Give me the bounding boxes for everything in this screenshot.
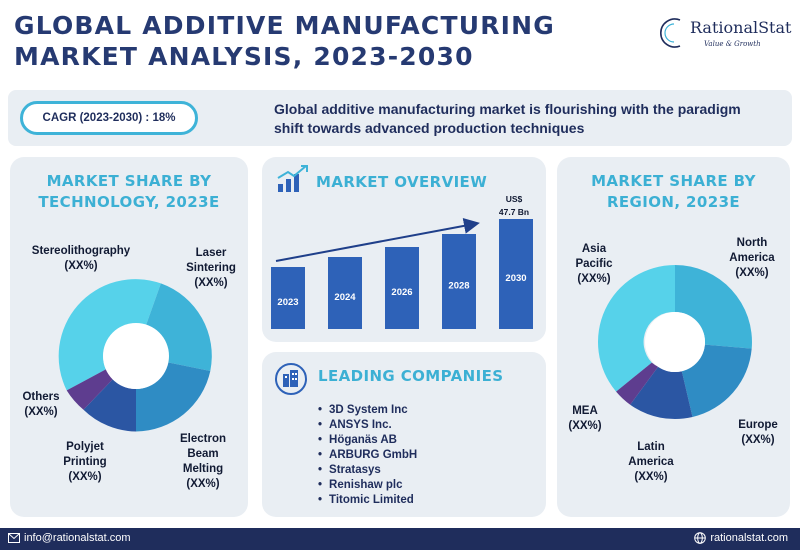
bar-2028 <box>442 234 476 329</box>
summary-statement: Global additive manufacturing market is … <box>274 101 741 136</box>
donut-slice-latin-america <box>630 366 693 420</box>
bar-year-label: 2026 <box>391 287 412 298</box>
label-name: Others <box>22 391 60 403</box>
value-label-prefix: US$ <box>506 194 523 204</box>
companies-panel <box>262 352 546 517</box>
list-item: • Renishaw plc <box>318 479 403 491</box>
label-name: Europe <box>738 419 778 431</box>
footer-email: info@rationalstat.com <box>24 532 131 544</box>
bar-2023 <box>271 267 305 329</box>
donut-slice-mea <box>616 362 659 405</box>
label-name: Latin America <box>628 441 674 468</box>
overview-heading: MARKET OVERVIEW <box>316 173 488 191</box>
cagr-badge: CAGR (2023-2030) : 18% <box>20 101 198 135</box>
list-item: • ANSYS Inc. <box>318 419 392 431</box>
label-name: Stereolithography <box>31 245 131 257</box>
technology-label-electron-beam-melting: Electron Beam Melting (XX%) <box>172 432 234 492</box>
donut-slice-europe <box>681 344 752 417</box>
label-value: (XX%) <box>64 260 98 272</box>
label-value: (XX%) <box>735 267 769 279</box>
list-item: • Titomic Limited <box>318 494 414 506</box>
title-line-1: GLOBAL ADDITIVE MANUFACTURING <box>14 11 555 40</box>
donut-slice-laser-sintering <box>146 283 212 371</box>
donut-slice-polyjet-printing <box>83 379 136 432</box>
donut-slice-others <box>66 369 113 410</box>
growth-arrow <box>275 217 480 262</box>
label-value: (XX%) <box>186 478 220 490</box>
list-item: • Stratasys <box>318 464 381 476</box>
footer-bar: info@rationalstat.com rationalstat.com <box>0 528 800 550</box>
bar-2024 <box>328 257 362 329</box>
footer-email-link[interactable]: info@rationalstat.com <box>8 532 131 544</box>
list-item: • ARBURG GmbH <box>318 449 418 461</box>
region-label-europe: Europe (XX%) <box>732 418 784 448</box>
mail-icon <box>8 533 20 543</box>
label-value: (XX%) <box>68 471 102 483</box>
donut-slice-north-america <box>675 265 752 349</box>
region-label-latin-america: Latin America (XX%) <box>626 440 676 485</box>
technology-heading-line-1: MARKET SHARE BY <box>46 172 212 190</box>
logo-tagline: Value & Growth <box>704 40 761 48</box>
technology-heading-line-2: TECHNOLOGY, 2023E <box>38 193 220 211</box>
title-line-2: MARKET ANALYSIS, 2023-2030 <box>14 42 474 71</box>
donut-slice-electron-beam-melting <box>136 362 211 432</box>
region-heading-line-1: MARKET SHARE BY <box>591 172 756 190</box>
logo-name: RationalStat <box>690 18 792 37</box>
logo-mark-icon <box>660 18 681 48</box>
label-value: (XX%) <box>741 434 775 446</box>
label-value: (XX%) <box>568 420 602 432</box>
page-title: GLOBAL ADDITIVE MANUFACTURING MARKET ANA… <box>14 10 614 72</box>
companies-heading: LEADING COMPANIES <box>318 367 504 385</box>
region-heading: MARKET SHARE BY REGION, 2023E <box>567 171 780 213</box>
technology-donut <box>58 279 212 432</box>
region-label-asia-pacific: Asia Pacific (XX%) <box>572 242 616 287</box>
bar-2026 <box>385 247 419 329</box>
region-donut <box>597 265 752 420</box>
technology-label-others: Others (XX%) <box>16 390 66 420</box>
technology-label-polyjet-printing: Polyjet Printing (XX%) <box>56 440 114 485</box>
company-logo[interactable]: RationalStat Value & Growth <box>660 14 792 54</box>
region-heading-line-2: REGION, 2023E <box>606 193 741 211</box>
region-label-north-america: North America (XX%) <box>726 236 778 281</box>
footer-website: rationalstat.com <box>710 532 788 544</box>
label-value: (XX%) <box>634 471 668 483</box>
footer-website-link[interactable]: rationalstat.com <box>694 532 788 544</box>
technology-label-laser-sintering: Laser Sintering (XX%) <box>176 246 246 291</box>
label-name: North America <box>729 237 775 264</box>
chart-icon <box>277 165 308 192</box>
region-label-mea: MEA (XX%) <box>562 404 608 434</box>
technology-label-stereolithography: Stereolithography (XX%) <box>26 244 136 274</box>
label-value: (XX%) <box>24 406 58 418</box>
market-overview-chart: 2023 2024 2026 2028 2030 US$ 47.7 Bn <box>271 194 533 329</box>
label-name: MEA <box>572 405 598 417</box>
bar-year-label: 2024 <box>334 292 356 303</box>
label-value: (XX%) <box>577 273 611 285</box>
bar-2030 <box>499 219 533 329</box>
donut-slice-asia-pacific <box>597 265 675 392</box>
bar-year-label: 2028 <box>448 281 469 292</box>
label-name: Laser Sintering <box>186 247 236 274</box>
label-name: Polyjet Printing <box>63 441 107 468</box>
bar-year-label: 2023 <box>277 297 298 308</box>
label-value: (XX%) <box>194 277 228 289</box>
label-name: Asia Pacific <box>575 243 613 270</box>
list-item: • 3D System Inc <box>318 404 408 416</box>
label-name: Electron Beam Melting <box>179 433 226 475</box>
value-label-amount: 47.7 Bn <box>499 207 529 217</box>
globe-icon <box>694 532 707 544</box>
list-item: • Höganäs AB <box>318 434 397 446</box>
companies-list: • 3D System Inc • ANSYS Inc. • Höganäs AB •… <box>318 403 538 508</box>
bar-year-label: 2030 <box>505 273 526 284</box>
technology-heading: MARKET SHARE BY TECHNOLOGY, 2023E <box>20 171 238 213</box>
building-icon <box>275 363 307 395</box>
donut-slice-stereolithography <box>58 279 161 391</box>
